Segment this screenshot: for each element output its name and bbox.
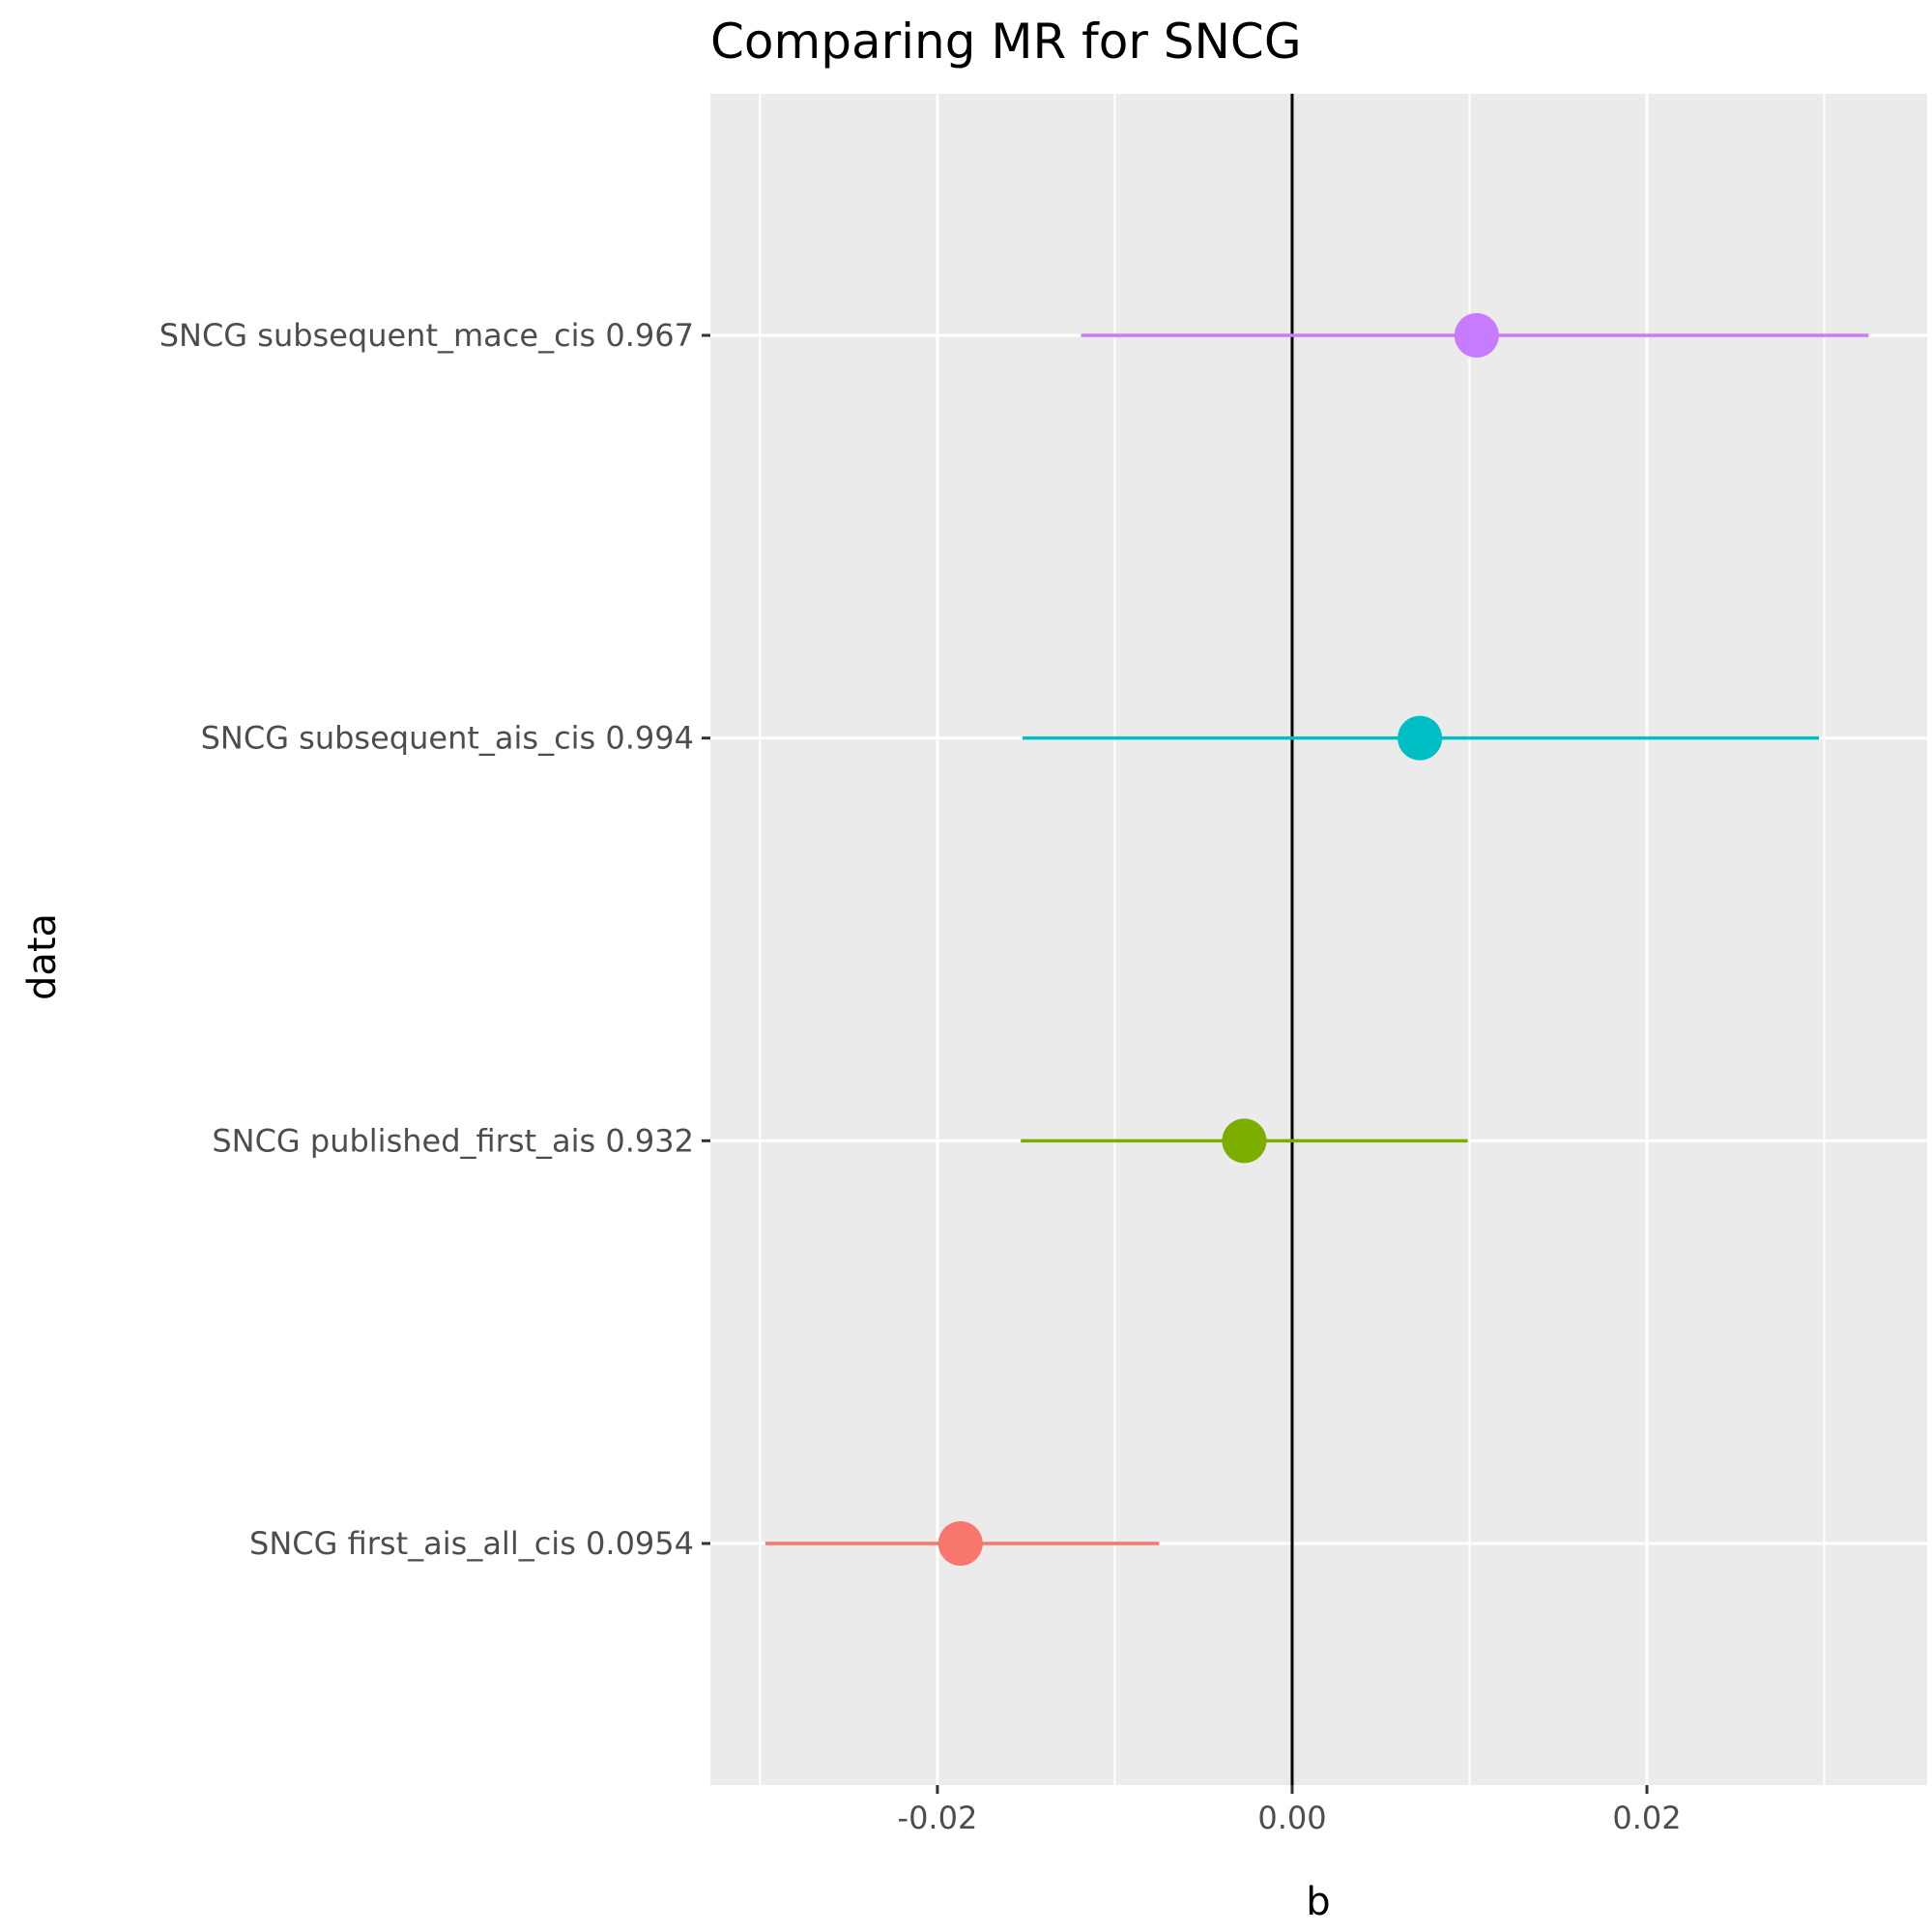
chart-title: Comparing MR for SNCG (710, 14, 1302, 70)
x-tick-label: 0.02 (1612, 1800, 1681, 1836)
y-tick-label: SNCG subsequent_ais_cis 0.994 (201, 720, 694, 757)
y-tick-label: SNCG subsequent_mace_cis 0.967 (159, 317, 694, 354)
x-axis: -0.02 0.00 0.02 (898, 1785, 1682, 1836)
y-tick-label: SNCG first_ais_all_cis 0.0954 (249, 1525, 694, 1562)
x-axis-title: b (1306, 1880, 1330, 1924)
estimate-point (1454, 313, 1499, 358)
x-tick-label: 0.00 (1257, 1800, 1326, 1836)
y-tick-label: SNCG published_first_ais 0.932 (212, 1122, 694, 1159)
minor-gridlines (759, 94, 1826, 1785)
y-axis: SNCG first_ais_all_cis 0.0954 SNCG publis… (159, 317, 710, 1562)
estimate-marks (764, 313, 1869, 1566)
estimate-point (1398, 715, 1443, 761)
plot-panel (710, 94, 1927, 1785)
estimate-point (937, 1521, 983, 1566)
estimate-point (1222, 1118, 1267, 1164)
y-axis-title: data (20, 913, 65, 1000)
x-tick-label: -0.02 (898, 1800, 978, 1836)
